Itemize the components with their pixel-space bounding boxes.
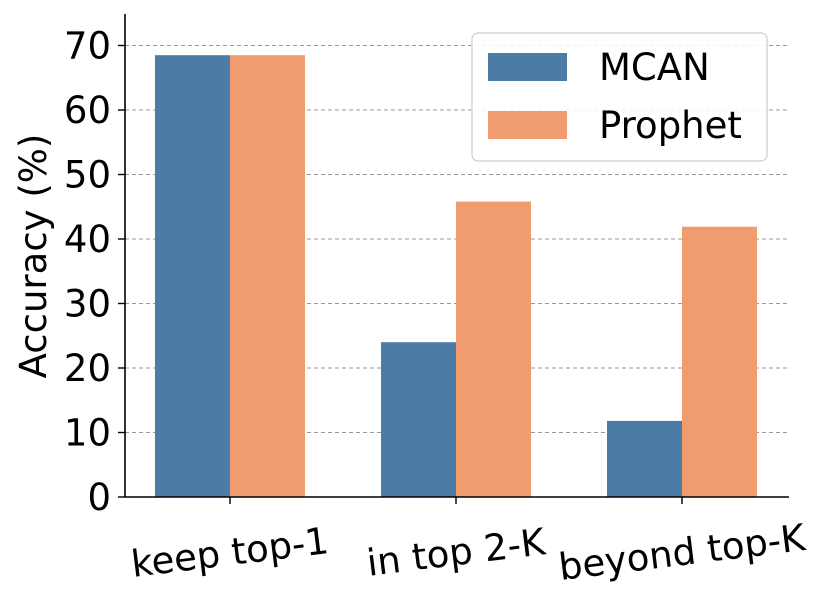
bar-mcan-2 xyxy=(607,420,682,497)
bar-prophet-0 xyxy=(230,55,305,498)
y-tick-label: 30 xyxy=(64,283,111,326)
x-tick-label: in top 2-K xyxy=(364,520,549,585)
bars xyxy=(155,55,757,498)
x-tick-label: keep top-1 xyxy=(129,519,331,586)
y-tick-label: 60 xyxy=(64,89,111,132)
y-tick-label: 50 xyxy=(64,154,111,197)
bar-mcan-1 xyxy=(381,342,456,497)
legend-label-mcan: MCAN xyxy=(599,46,710,89)
bar-mcan-0 xyxy=(155,55,230,498)
legend-swatch-mcan xyxy=(488,53,567,81)
legend-swatch-prophet xyxy=(488,111,567,139)
x-tick-label: beyond top-K xyxy=(556,516,809,589)
y-tick-label: 20 xyxy=(64,347,111,390)
axes xyxy=(124,14,789,498)
x-ticks: keep top-1 in top 2-K beyond top-K xyxy=(129,497,809,589)
legend-label-prophet: Prophet xyxy=(599,104,742,147)
y-ticks: 0 10 20 30 40 50 60 70 xyxy=(64,25,125,519)
y-tick-label: 70 xyxy=(64,25,111,68)
bar-prophet-1 xyxy=(456,201,531,497)
legend: MCAN Prophet xyxy=(471,32,768,162)
bar-prophet-2 xyxy=(682,226,757,497)
y-tick-label: 10 xyxy=(64,412,111,455)
y-axis-label: Accuracy (%) xyxy=(12,134,55,379)
y-tick-label: 0 xyxy=(87,476,111,519)
y-tick-label: 40 xyxy=(64,218,111,261)
